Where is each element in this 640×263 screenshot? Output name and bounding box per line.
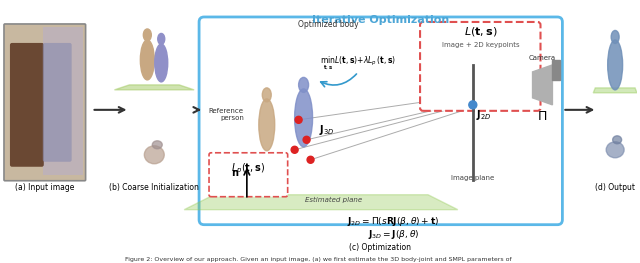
Ellipse shape [140, 40, 154, 80]
Text: (b) Coarse Initialization: (b) Coarse Initialization [109, 183, 199, 192]
Ellipse shape [608, 40, 623, 90]
Text: $\mathbf{J}_{2D}$: $\mathbf{J}_{2D}$ [476, 108, 492, 122]
Text: (d) Output: (d) Output [595, 183, 635, 192]
Text: (a) Input image: (a) Input image [15, 183, 74, 192]
Text: $\mathbf{n}$: $\mathbf{n}$ [230, 168, 239, 178]
Text: Image plane: Image plane [451, 175, 495, 181]
Text: (c) Optimization: (c) Optimization [349, 243, 412, 252]
Text: $L(\mathbf{t},\mathbf{s})$: $L(\mathbf{t},\mathbf{s})$ [464, 25, 497, 38]
Text: $\mathbf{J}_{2D} = \Pi(s\mathbf{R}\mathbf{J}(\beta,\theta)+\mathbf{t})$: $\mathbf{J}_{2D} = \Pi(s\mathbf{R}\mathb… [347, 215, 439, 228]
Text: $\mathbf{J}_{3D} = \mathbf{J}(\beta,\theta)$: $\mathbf{J}_{3D} = \mathbf{J}(\beta,\the… [367, 228, 419, 241]
Polygon shape [184, 195, 458, 210]
Polygon shape [532, 65, 552, 105]
Polygon shape [115, 85, 194, 90]
Ellipse shape [145, 146, 164, 164]
Ellipse shape [299, 77, 308, 92]
Circle shape [307, 156, 314, 163]
Ellipse shape [611, 31, 619, 43]
Circle shape [303, 136, 310, 143]
Text: Estimated plane: Estimated plane [305, 197, 362, 203]
Circle shape [291, 146, 298, 153]
Text: $\Pi$: $\Pi$ [538, 110, 548, 123]
FancyBboxPatch shape [4, 24, 86, 181]
Text: Optimized body: Optimized body [298, 20, 359, 29]
Text: Camera: Camera [529, 55, 556, 61]
Bar [552, 60, 561, 80]
Circle shape [469, 101, 477, 109]
FancyBboxPatch shape [199, 17, 563, 225]
FancyBboxPatch shape [10, 43, 44, 167]
Text: Image + 2D keypoints: Image + 2D keypoints [442, 42, 520, 48]
Text: $L_p(\mathbf{t},\mathbf{s})$: $L_p(\mathbf{t},\mathbf{s})$ [231, 162, 265, 176]
Circle shape [295, 116, 302, 123]
Ellipse shape [612, 136, 621, 144]
Ellipse shape [155, 44, 168, 82]
Polygon shape [593, 88, 637, 93]
FancyBboxPatch shape [209, 153, 287, 197]
Ellipse shape [158, 33, 164, 44]
Ellipse shape [606, 142, 624, 158]
FancyBboxPatch shape [43, 27, 83, 175]
Ellipse shape [143, 29, 151, 41]
Text: Figure 2: Overview of our approach. Given an input image, (a) we first estimate : Figure 2: Overview of our approach. Give… [125, 257, 512, 262]
Text: Reference
person: Reference person [209, 108, 244, 121]
Ellipse shape [294, 89, 312, 147]
FancyBboxPatch shape [420, 22, 541, 111]
FancyBboxPatch shape [43, 43, 72, 162]
Text: $\mathbf{J}_{3D}$: $\mathbf{J}_{3D}$ [319, 123, 334, 137]
Ellipse shape [262, 88, 271, 102]
Text: $\min_{\mathbf{t},\mathbf{s}} L(\mathbf{t},\mathbf{s}) + \lambda L_p(\mathbf{t},: $\min_{\mathbf{t},\mathbf{s}} L(\mathbf{… [320, 55, 396, 72]
Ellipse shape [259, 99, 275, 151]
Ellipse shape [152, 141, 163, 149]
Text: Iterative Optimization: Iterative Optimization [312, 15, 449, 25]
